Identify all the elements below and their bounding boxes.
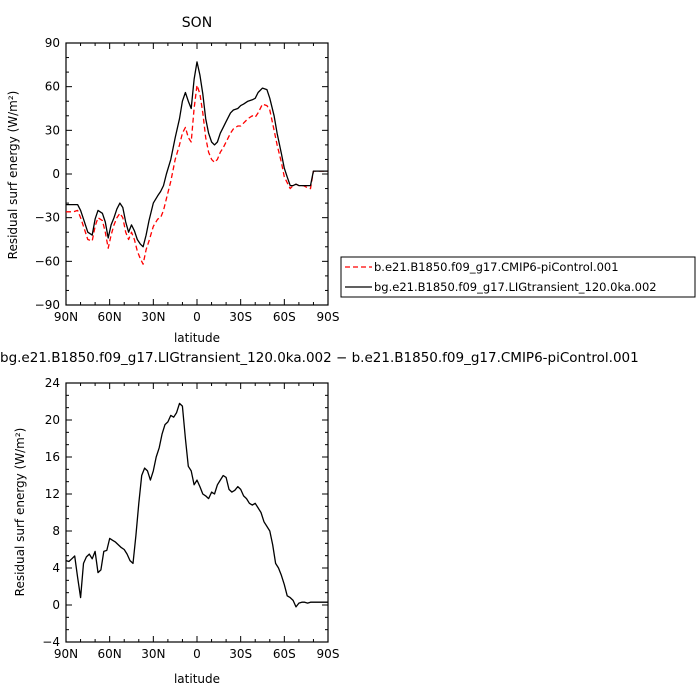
bottom-plot-area: 90N 60N 30N 0 30S 60S 90S −4 0 4 8 12 16 20 24 — [42, 376, 339, 661]
y-tick-label: 24 — [45, 376, 60, 390]
legend-box — [340, 256, 696, 298]
bottom-x-axis-label: latitude — [174, 672, 220, 686]
x-tick-label: 30N — [141, 310, 165, 324]
top-panel: SON 90N 60N 30N 0 30S 60S 90S−90−60−300306090 … — [6, 15, 696, 345]
y-tick-label: 8 — [52, 524, 60, 538]
y-tick-label: 0 — [52, 167, 60, 181]
top-legend: b.e21.B1850.f09_g17.CMIP6-piControl.001 … — [340, 256, 696, 298]
y-tick-label: 0 — [52, 598, 60, 612]
y-tick-label: 60 — [45, 80, 60, 94]
y-tick-label: −4 — [42, 635, 60, 649]
x-tick-label: 30S — [229, 647, 252, 661]
legend-label-control: b.e21.B1850.f09_g17.CMIP6-piControl.001 — [374, 260, 619, 274]
top-x-axis-label: latitude — [174, 331, 220, 345]
x-tick-label: 90N — [54, 647, 78, 661]
series-line-ligtransient — [66, 61, 328, 248]
plot-frame — [65, 382, 329, 643]
y-tick-label: 20 — [45, 413, 60, 427]
y-tick-label: 4 — [52, 561, 60, 575]
y-tick-label: 90 — [45, 36, 60, 50]
plot-frame — [65, 42, 329, 306]
x-tick-label: 30N — [141, 647, 165, 661]
legend-label-ligtransient: bg.e21.B1850.f09_g17.LIGtransient_120.0k… — [374, 280, 657, 294]
x-tick-label: 0 — [193, 647, 201, 661]
bottom-y-axis-label: Residual surf energy (W/m²) — [13, 428, 27, 597]
x-tick-label: 30S — [229, 310, 252, 324]
series-line-difference — [65, 402, 328, 608]
y-tick-label: 16 — [45, 450, 60, 464]
y-tick-label: −90 — [35, 298, 60, 312]
x-tick-label: 60N — [98, 310, 122, 324]
x-tick-label: 90S — [317, 310, 340, 324]
x-tick-label: 90S — [317, 647, 340, 661]
y-tick-label: 30 — [45, 123, 60, 137]
y-tick-label: −60 — [35, 254, 60, 268]
x-tick-label: 90N — [54, 310, 78, 324]
top-y-axis-label: Residual surf energy (W/m²) — [6, 91, 20, 260]
x-tick-label: 60S — [273, 310, 296, 324]
x-tick-label: 0 — [193, 310, 201, 324]
top-chart-title: SON — [182, 15, 212, 31]
bottom-chart-title: bg.e21.B1850.f09_g17.LIGtransient_120.0k… — [0, 350, 639, 366]
bottom-panel: bg.e21.B1850.f09_g17.LIGtransient_120.0k… — [0, 350, 639, 686]
x-tick-label: 60N — [98, 647, 122, 661]
top-plot-area: 90N 60N 30N 0 30S 60S 90S −90 −60 −30 0 30 60 90 — [35, 36, 340, 324]
series-line-control — [66, 84, 328, 265]
x-tick-label: 60S — [273, 647, 296, 661]
y-tick-label: −30 — [35, 211, 60, 225]
y-tick-label: 12 — [45, 487, 60, 501]
